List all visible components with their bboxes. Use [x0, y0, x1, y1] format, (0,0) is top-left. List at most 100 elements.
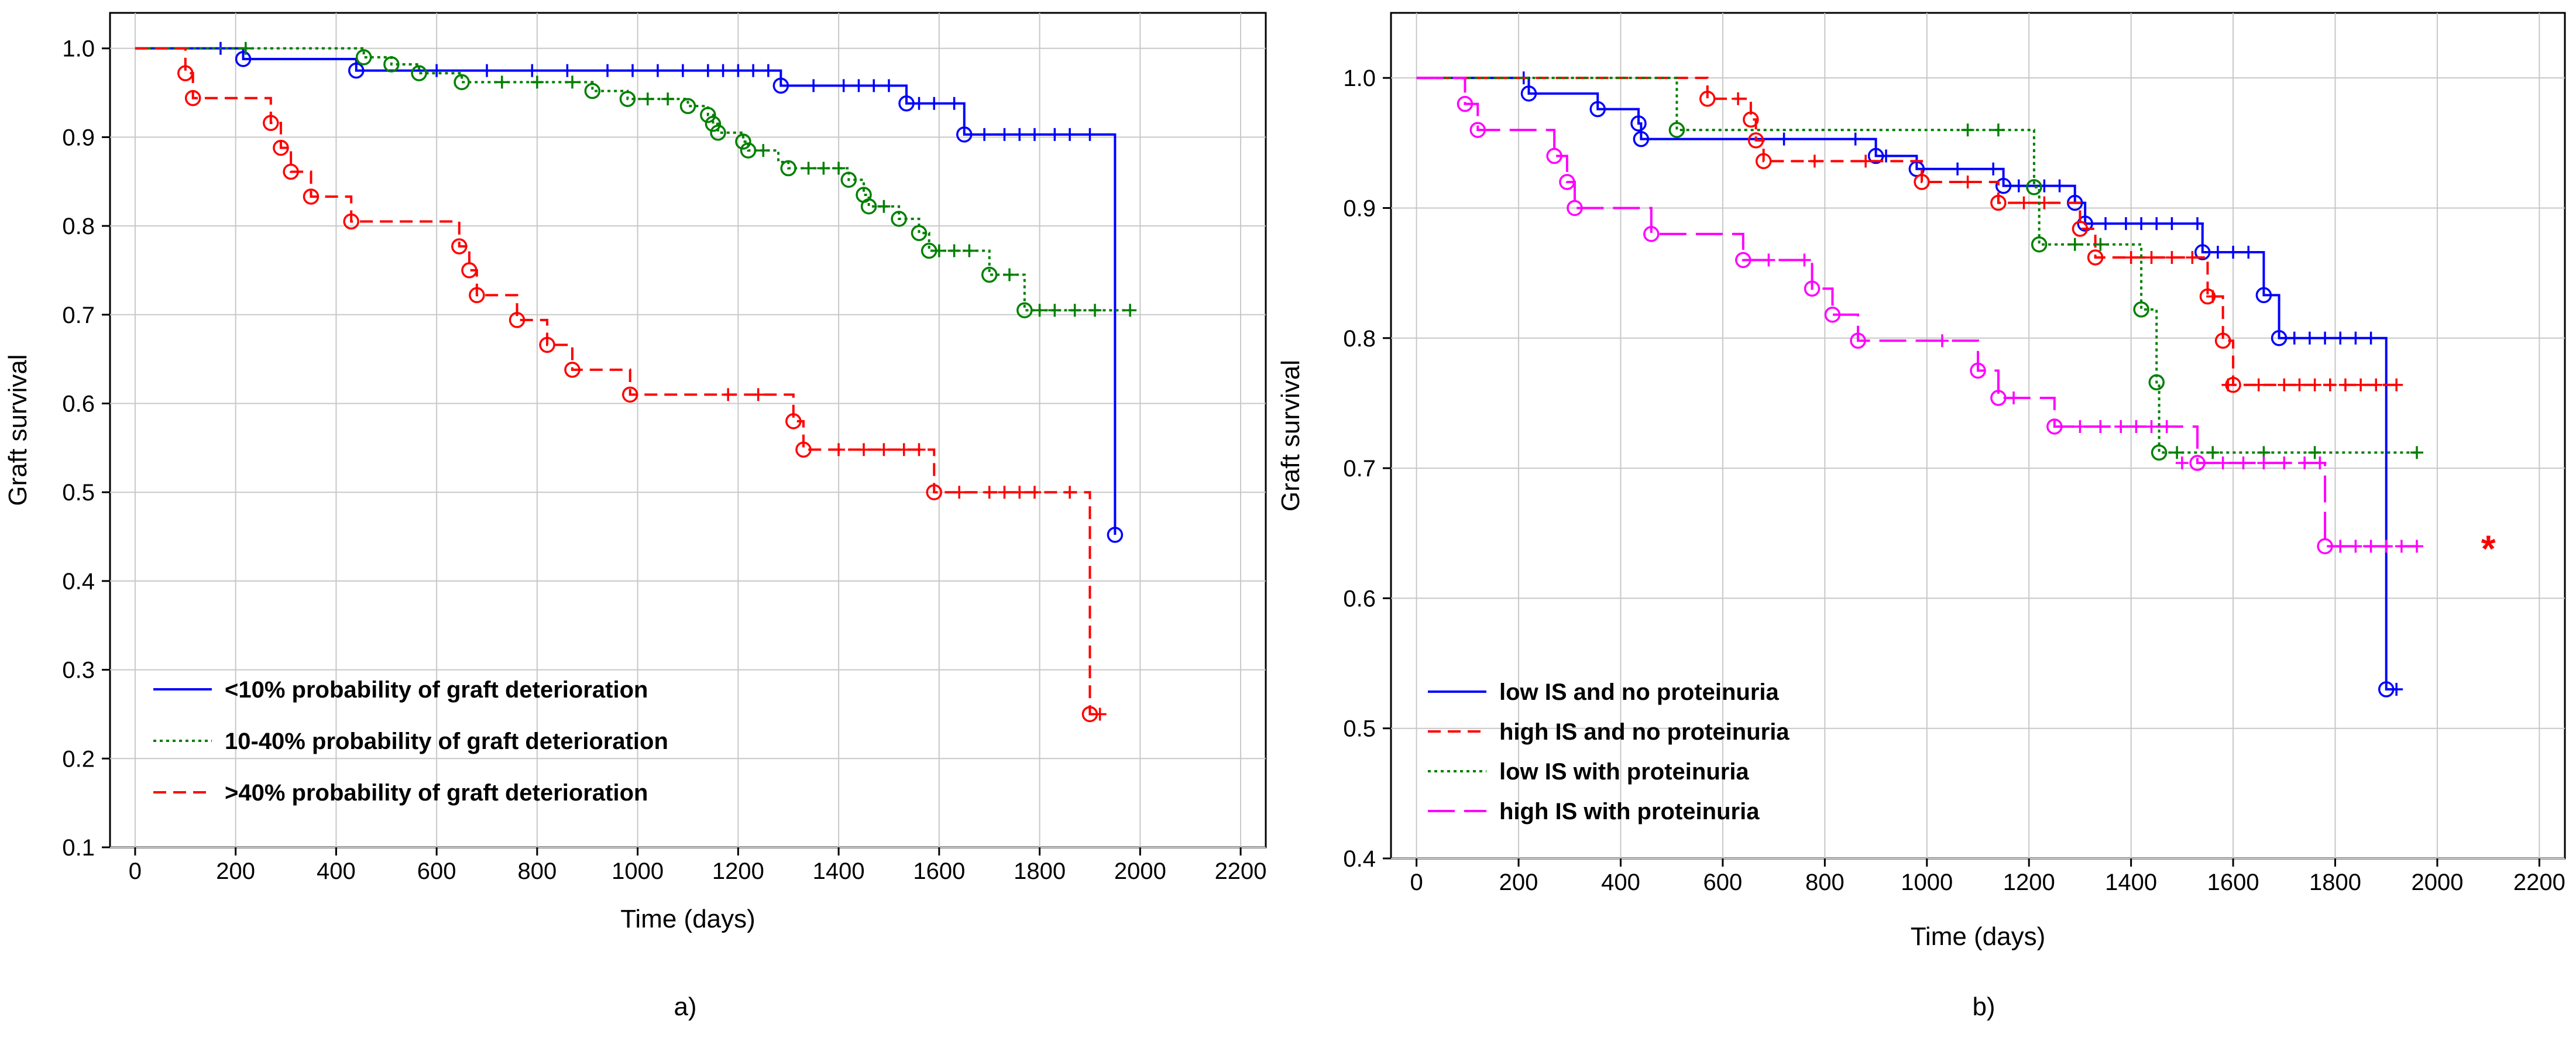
censored-marker [1961, 123, 1974, 137]
event-marker [1633, 130, 1650, 147]
censored-marker [2242, 246, 2255, 259]
event-marker [1990, 390, 2007, 406]
censored-marker [2221, 378, 2235, 391]
y-tick-label: 0.9 [62, 125, 95, 150]
y-tick-label: 0.2 [62, 746, 95, 772]
censored-marker [2338, 378, 2352, 391]
event-marker [1914, 174, 1930, 190]
censored-marker [817, 162, 830, 175]
event-marker [177, 65, 194, 81]
censored-marker [2364, 331, 2378, 345]
censored-marker [2410, 540, 2424, 553]
censored-marker [2094, 420, 2107, 433]
event-marker [584, 83, 601, 99]
x-tick-label: 200 [1499, 870, 1538, 895]
censored-marker [2017, 196, 2031, 209]
censored-marker [2349, 540, 2362, 553]
event-marker [795, 441, 812, 458]
censored-marker [947, 244, 961, 257]
y-tick-label: 0.5 [62, 480, 95, 506]
event-marker [1567, 200, 1583, 217]
event-marker [700, 106, 716, 123]
censored-marker [1033, 304, 1046, 317]
legend: low IS and no proteinuria high IS and no … [1428, 679, 1790, 824]
event-marker [1735, 252, 1751, 269]
event-marker [1804, 280, 1821, 297]
y-axis-label: Graft survival [4, 354, 32, 506]
event-marker [860, 198, 877, 215]
censored-marker [2349, 331, 2362, 345]
event-marker [1457, 95, 1474, 112]
event-marker [454, 74, 470, 91]
censored-marker [1124, 304, 1137, 317]
event-marker [2317, 538, 2333, 555]
censored-marker [2252, 378, 2265, 391]
censored-marker [2053, 179, 2066, 193]
censored-marker [1849, 132, 1862, 146]
censored-marker [626, 64, 640, 77]
censored-marker [1987, 162, 2000, 176]
censored-marker [2094, 238, 2107, 251]
plot-frame [1390, 12, 2566, 860]
event-marker [785, 413, 802, 430]
plot-frame [109, 12, 1267, 848]
x-tick-label: 1000 [1901, 870, 1953, 895]
censored-marker [2369, 378, 2383, 391]
censored-marker [998, 128, 1011, 141]
event-marker [235, 51, 252, 67]
censored-marker [832, 443, 846, 456]
censored-marker [2211, 246, 2224, 259]
event-marker [1995, 177, 2012, 194]
censored-marker [1762, 253, 1775, 267]
censored-marker [2145, 250, 2158, 264]
event-marker [2255, 287, 2272, 304]
censored-marker [2278, 378, 2291, 391]
x-tick-label: 2000 [1114, 858, 1166, 884]
event-marker [891, 211, 907, 227]
censored-marker [430, 64, 444, 77]
censored-marker [701, 64, 715, 77]
censored-marker [676, 64, 689, 77]
event-marker [1559, 174, 1575, 190]
y-tick-label: 0.5 [1343, 716, 1376, 742]
censored-marker [2227, 246, 2240, 259]
censored-marker [2354, 378, 2368, 391]
event-marker [469, 287, 485, 304]
event-marker [1747, 132, 1764, 149]
censored-marker [651, 64, 664, 77]
censored-marker [641, 92, 654, 106]
censored-marker [877, 443, 891, 456]
censored-marker [2379, 540, 2393, 553]
event-marker [303, 188, 320, 205]
event-marker [2151, 444, 2168, 461]
event-marker [283, 163, 299, 180]
event-marker [619, 91, 636, 107]
event-marker [1520, 85, 1537, 102]
legend-label: >40% probability of graft deterioration [225, 780, 648, 806]
event-marker [184, 90, 201, 106]
censored-marker [1003, 268, 1016, 281]
censored-marker [731, 64, 745, 77]
x-tick-label: 400 [1601, 870, 1640, 895]
significance-asterisk: * [2481, 527, 2496, 569]
censored-marker [963, 244, 976, 257]
censored-marker [239, 42, 252, 55]
censored-marker [2124, 250, 2138, 264]
x-tick-label: 1400 [813, 858, 865, 884]
censored-marker [807, 79, 820, 92]
event-marker [263, 115, 279, 131]
x-tick-label: 1200 [2003, 870, 2055, 895]
censored-marker [601, 64, 614, 77]
censored-marker [480, 64, 494, 77]
censored-marker [1935, 334, 1949, 348]
censored-marker [1028, 486, 1041, 499]
censored-marker [2334, 331, 2347, 345]
event-marker [735, 133, 751, 150]
x-tick-label: 1000 [612, 858, 664, 884]
legend-item-3: >40% probability of graft deterioration [153, 780, 648, 806]
series-line [135, 47, 1117, 535]
x-tick-label: 800 [1805, 870, 1845, 895]
censored-marker [832, 162, 846, 175]
censored-marker [802, 162, 815, 175]
